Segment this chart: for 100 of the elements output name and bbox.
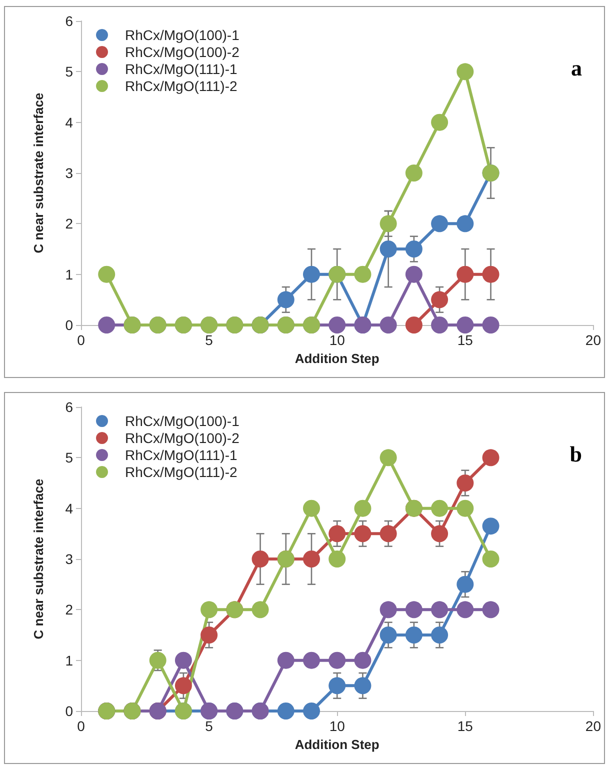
point xyxy=(431,601,448,618)
point xyxy=(303,702,320,720)
point xyxy=(456,215,474,232)
point xyxy=(98,266,116,283)
point xyxy=(456,601,474,618)
x-tick-label: 20 xyxy=(585,332,602,348)
y-tick-label: 2 xyxy=(65,602,74,618)
legend-label: RhCx/MgO(100)-1 xyxy=(125,27,240,43)
legend-label: RhCx/MgO(111)-2 xyxy=(125,78,238,94)
point xyxy=(380,316,397,334)
annotation: a xyxy=(571,56,582,80)
point xyxy=(380,601,397,618)
point xyxy=(252,550,269,568)
point xyxy=(354,525,372,542)
y-tick-label: 0 xyxy=(65,317,74,333)
point xyxy=(354,266,372,283)
y-tick-label: 6 xyxy=(65,399,74,415)
x-tick-label: 0 xyxy=(77,718,86,734)
point xyxy=(431,215,448,232)
legend-label: RhCx/MgO(100)-1 xyxy=(125,413,240,429)
y-tick-label: 6 xyxy=(65,13,74,29)
point xyxy=(482,266,500,283)
x-tick-label: 10 xyxy=(329,332,346,348)
point xyxy=(456,266,474,283)
point xyxy=(277,652,294,669)
point xyxy=(328,652,346,669)
point xyxy=(456,576,474,593)
point xyxy=(431,525,448,542)
x-tick-label: 0 xyxy=(77,332,86,348)
legend-label: RhCx/MgO(100)-2 xyxy=(125,44,240,60)
y-axis-title: C near substrate interface xyxy=(31,478,46,640)
point xyxy=(456,474,474,492)
point xyxy=(277,702,294,720)
point xyxy=(303,652,320,669)
point xyxy=(252,601,269,618)
point xyxy=(482,518,500,535)
point xyxy=(405,164,422,182)
point xyxy=(405,240,422,258)
x-tick-label: 20 xyxy=(585,718,602,734)
point xyxy=(431,626,448,644)
point xyxy=(482,550,500,568)
y-tick-label: 1 xyxy=(65,266,74,282)
point xyxy=(431,500,448,517)
point xyxy=(303,550,320,568)
x-tick-label: 5 xyxy=(205,718,214,734)
legend-label: RhCx/MgO(111)-2 xyxy=(125,464,238,480)
point xyxy=(456,500,474,517)
point xyxy=(303,500,320,517)
point xyxy=(380,449,397,466)
x-axis-title: Addition Step xyxy=(294,350,380,366)
point xyxy=(380,626,397,644)
point xyxy=(328,550,346,568)
point xyxy=(98,316,116,334)
point xyxy=(200,626,218,644)
point xyxy=(328,316,346,334)
annotation: b xyxy=(570,442,582,466)
point xyxy=(482,601,500,618)
point xyxy=(200,601,218,618)
point xyxy=(328,525,346,542)
point xyxy=(380,240,397,258)
point xyxy=(405,626,422,644)
x-tick-label: 10 xyxy=(329,718,346,734)
point xyxy=(354,500,372,517)
point xyxy=(431,114,448,131)
point xyxy=(303,266,320,283)
legend-label: RhCx/MgO(111)-1 xyxy=(125,61,238,77)
point xyxy=(380,525,397,542)
point xyxy=(149,652,166,669)
y-axis-title: C near substrate interface xyxy=(31,92,46,254)
point xyxy=(405,316,422,334)
point xyxy=(174,652,192,669)
point xyxy=(482,449,500,466)
y-tick-label: 4 xyxy=(65,500,74,516)
x-axis-title: Addition Step xyxy=(294,736,380,752)
y-tick-label: 4 xyxy=(65,114,74,130)
point xyxy=(456,63,474,80)
y-tick-label: 5 xyxy=(65,64,74,80)
y-tick-label: 3 xyxy=(65,551,74,567)
y-tick-label: 5 xyxy=(65,450,74,466)
y-tick-label: 3 xyxy=(65,165,74,181)
y-tick-label: 0 xyxy=(65,703,74,719)
point xyxy=(277,291,294,308)
point xyxy=(431,291,448,308)
x-tick-label: 5 xyxy=(205,332,214,348)
point xyxy=(354,677,372,694)
point xyxy=(354,652,372,669)
y-tick-label: 1 xyxy=(65,652,74,668)
point xyxy=(328,677,346,694)
point xyxy=(482,316,500,334)
point xyxy=(405,601,422,618)
point xyxy=(174,677,192,694)
point xyxy=(456,316,474,334)
legend-label: RhCx/MgO(111)-1 xyxy=(125,447,238,463)
x-tick-label: 15 xyxy=(457,332,474,348)
y-tick-label: 2 xyxy=(65,216,74,232)
point xyxy=(380,215,397,232)
point xyxy=(405,266,422,283)
x-tick-label: 15 xyxy=(457,718,474,734)
legend-label: RhCx/MgO(100)-2 xyxy=(125,430,240,446)
point xyxy=(431,316,448,334)
